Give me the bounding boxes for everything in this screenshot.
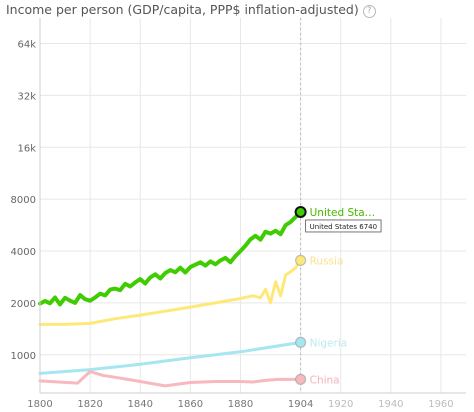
series-line-nigeria <box>38 340 303 375</box>
axes: 1800 1820 1840 1860 1880 1904 1920 1940 1960 1000… <box>11 18 466 410</box>
series-end-marker-united-states <box>294 205 307 218</box>
series-label-china: China <box>310 374 340 386</box>
x-tick-label: 1820 <box>77 399 102 410</box>
series-end-marker-nigeria <box>295 336 307 348</box>
tooltip-box <box>305 219 382 233</box>
x-tick-label: 1920 <box>328 399 353 410</box>
series-label-united-states: United Sta… <box>310 207 376 219</box>
tooltip: United States 6740 <box>305 219 382 233</box>
series-label-russia: Russia <box>310 255 344 267</box>
x-tick-label: 1860 <box>178 399 203 410</box>
y-tick-label: 2000 <box>11 299 36 310</box>
x-tick-label: 1840 <box>128 399 153 410</box>
grid <box>39 18 466 393</box>
help-icon[interactable]: ? <box>362 5 376 18</box>
x-tick-label: 1904 <box>288 399 313 410</box>
series-line-united-states <box>38 210 303 307</box>
y-tick-label: 64k <box>17 40 36 51</box>
series-end-marker-china <box>295 373 307 385</box>
y-tick-label: 4000 <box>11 247 36 258</box>
x-tick-label: 1880 <box>228 399 253 410</box>
y-tick-label: 1000 <box>11 351 36 362</box>
series-end-marker-russia <box>295 254 307 266</box>
y-tick-label: 16k <box>17 143 36 154</box>
x-tick-label: 1940 <box>378 399 403 410</box>
chart-title: Income per person (GDP/capita, PPP$ infl… <box>6 2 376 18</box>
x-tick-label: 1960 <box>428 399 453 410</box>
chart-title-text: Income per person (GDP/capita, PPP$ infl… <box>6 2 359 17</box>
series-lines <box>38 205 307 388</box>
tooltip-text: United States 6740 <box>310 223 377 231</box>
y-tick-label: 32k <box>17 91 36 102</box>
series-line-china <box>38 370 303 388</box>
y-tick-label: 8000 <box>11 195 36 206</box>
series-line-russia <box>38 258 303 326</box>
x-tick-label: 1800 <box>27 399 52 410</box>
series-label-nigeria: Nigeria <box>310 337 348 349</box>
series-labels: Russia Nigeria China United Sta… <box>310 207 376 386</box>
